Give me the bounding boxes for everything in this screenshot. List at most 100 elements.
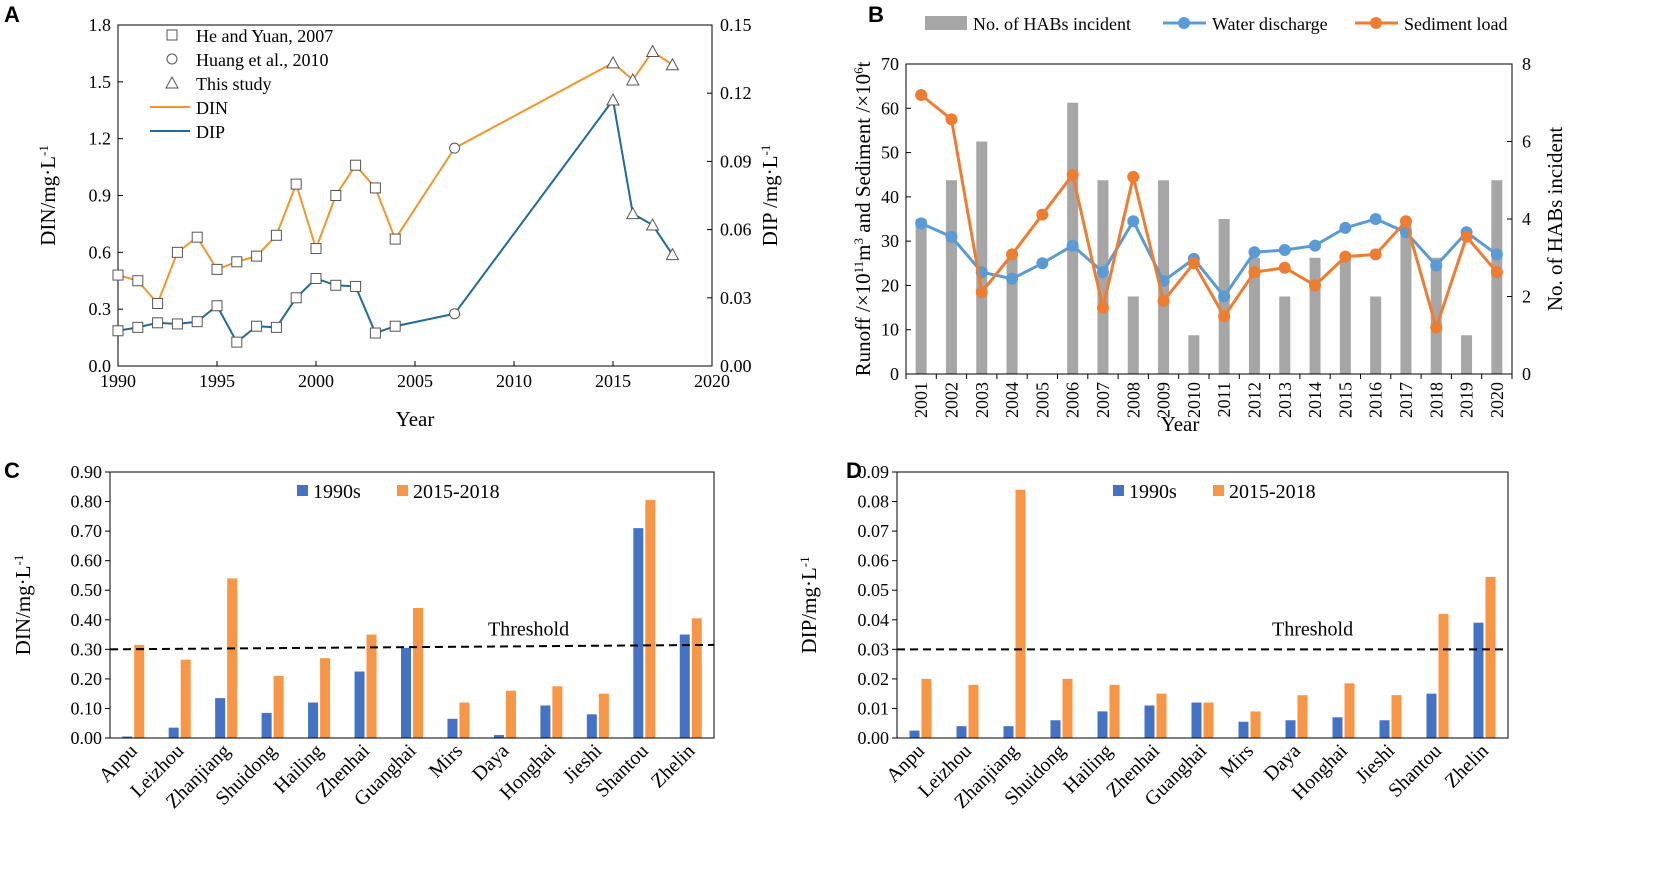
x-tick-label: 2017 <box>1396 382 1416 418</box>
x-tick-label: 1995 <box>199 371 235 391</box>
sediment-load-point <box>1218 310 1231 323</box>
x-tick-label: 2020 <box>694 371 730 391</box>
y-axis-title-right: DIP /mg·L-1 <box>758 145 783 247</box>
x-axis-title: Year <box>1161 412 1200 436</box>
y-right-tick-label: 0 <box>1522 364 1531 384</box>
din-data-point <box>290 178 302 190</box>
y-right-tick-label: 0.09 <box>720 151 752 171</box>
y-left-tick-label: 20 <box>881 275 899 295</box>
din-data-point <box>310 243 322 255</box>
bar-1990s <box>1285 720 1296 738</box>
x-tick-label: 2009 <box>1154 382 1174 418</box>
sediment-load-point <box>1339 250 1352 263</box>
bar-1990s <box>354 671 365 738</box>
bar-1990s <box>447 718 458 738</box>
y-left-tick-label: 1.2 <box>89 129 112 149</box>
water-discharge-point <box>1218 290 1231 303</box>
bar-1990s <box>540 705 551 738</box>
bar-2015-2018 <box>366 634 377 738</box>
din-data-point <box>171 246 183 258</box>
sediment-load-point <box>915 89 928 101</box>
bar-1990s <box>493 735 504 738</box>
legend-marker-triangle <box>165 75 179 89</box>
sediment-load-point <box>1490 266 1503 279</box>
dip-data-point <box>191 316 203 328</box>
habs-bar <box>1339 257 1351 374</box>
sediment-load-point <box>1430 321 1443 334</box>
plot-frame <box>896 471 1509 739</box>
y-tick-label: 0.90 <box>71 462 103 482</box>
habs-bar <box>1370 296 1382 374</box>
dip-data-point <box>369 327 381 339</box>
x-tick-label: 2013 <box>1275 382 1295 418</box>
x-tick-label: 2016 <box>1366 382 1386 418</box>
y-axis-title-left: Runoff /×1011m3 and Sediment /×106t <box>851 61 876 376</box>
y-right-tick-label: 2 <box>1522 287 1531 307</box>
bar-1990s <box>1097 711 1108 738</box>
y-right-tick-label: 8 <box>1522 54 1531 74</box>
water-discharge-point <box>1309 239 1322 252</box>
sediment-load-point <box>1278 261 1291 274</box>
y-tick-label: 0.04 <box>858 610 890 630</box>
panel-label-b: B <box>868 2 884 27</box>
y-tick-label: 0.10 <box>71 698 103 718</box>
din-data-point <box>270 229 282 241</box>
x-tick-label: Mirs <box>425 740 467 782</box>
habs-bar <box>1309 257 1321 374</box>
x-tick-label: 2001 <box>911 382 931 418</box>
dip-data-point <box>625 206 640 220</box>
dip-data-point <box>665 247 680 261</box>
bar-1990s <box>633 528 644 738</box>
x-tick-label: Mirs <box>1216 740 1258 782</box>
habs-bar <box>1188 335 1200 374</box>
sediment-load-point <box>1096 301 1109 314</box>
sediment-load-point <box>1248 266 1261 279</box>
x-tick-label: 2005 <box>397 371 433 391</box>
x-tick-label: 2005 <box>1032 382 1052 418</box>
panel-label-d: D <box>846 458 862 483</box>
dip-data-point <box>606 92 620 106</box>
x-tick-label: 2015 <box>595 371 631 391</box>
bar-1990s <box>215 698 226 738</box>
dip-data-point <box>449 308 461 320</box>
habs-bar <box>976 141 988 374</box>
bar-2015-2018 <box>1156 693 1167 738</box>
y-tick-label: 0.05 <box>858 580 890 600</box>
x-tick-label: 2000 <box>298 371 334 391</box>
threshold-label: Threshold <box>488 618 569 640</box>
sediment-load-point <box>1399 215 1412 228</box>
water-discharge-point <box>915 217 928 230</box>
dip-data-point <box>112 325 124 337</box>
y-left-tick-label: 0 <box>890 364 899 384</box>
y-axis-title: DIN/mg·L-1 <box>11 555 36 656</box>
x-tick-label: 2018 <box>1426 382 1446 418</box>
legend-swatch-1990s <box>297 485 308 496</box>
legend-label: DIN <box>196 98 228 118</box>
y-tick-label: 0.09 <box>858 462 890 482</box>
din-data-point <box>251 250 263 262</box>
y-right-tick-label: 4 <box>1522 209 1531 229</box>
din-data-point <box>625 72 640 86</box>
y-left-tick-label: 0.9 <box>89 186 112 206</box>
bar-1990s <box>1191 702 1202 738</box>
x-tick-label: 2010 <box>1184 382 1204 418</box>
sediment-load-point <box>945 113 958 126</box>
bar-1990s <box>679 634 690 738</box>
legend-swatch-2015-2018 <box>397 485 408 496</box>
y-tick-label: 0.70 <box>71 521 103 541</box>
water-discharge-point <box>1127 215 1140 228</box>
water-discharge-point <box>1036 257 1049 270</box>
y-right-tick-label: 0.03 <box>720 288 752 308</box>
bar-2015-2018 <box>505 690 516 738</box>
y-left-tick-label: 1.8 <box>89 15 112 35</box>
habs-bar <box>1430 257 1442 374</box>
legend-label: He and Yuan, 2007 <box>196 26 333 46</box>
dip-data-point <box>645 218 660 231</box>
bar-2015-2018 <box>227 578 238 738</box>
x-tick-label: 2011 <box>1214 382 1234 417</box>
legend-marker-sediment <box>1370 17 1382 29</box>
chart-panel-a: 1990 1995 2000 2005 2010 2015 2020 0.0 0.3 0.6 0.9… <box>36 15 783 431</box>
bar-2015-2018 <box>968 684 979 738</box>
x-tick-label: 2002 <box>941 382 961 418</box>
bar-1990s <box>168 727 179 738</box>
